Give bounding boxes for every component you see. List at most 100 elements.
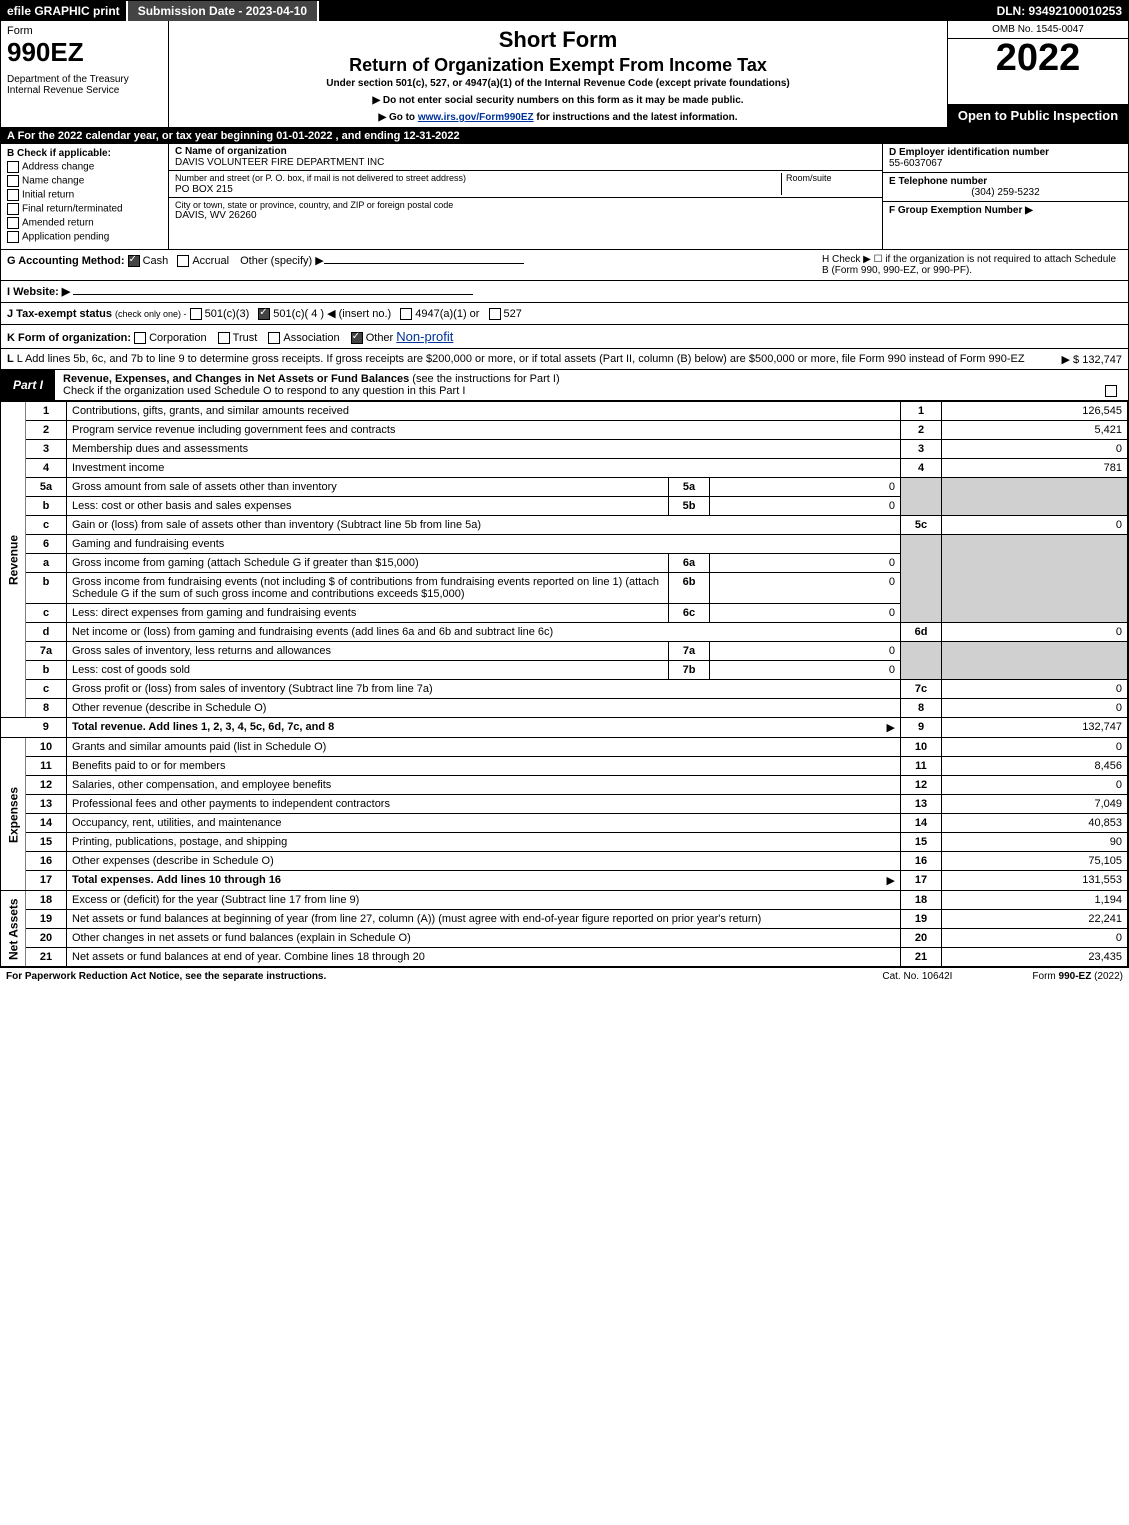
j-label: J Tax-exempt status [7,308,112,320]
city-label: City or town, state or province, country… [175,200,876,210]
line7c-amount: 0 [942,680,1128,699]
other-method-input[interactable] [324,263,524,264]
line6a-val: 0 [710,554,901,573]
row-h: H Check ▶ ☐ if the organization is not r… [822,254,1122,276]
side-expenses: Expenses [1,738,26,891]
header-left: Form 990EZ Department of the Treasury In… [1,21,169,127]
row-j: J Tax-exempt status (check only one) - 5… [1,303,1128,325]
subtitle: Under section 501(c), 527, or 4947(a)(1)… [175,78,941,89]
footer: For Paperwork Reduction Act Notice, see … [0,968,1129,985]
ein-label: D Employer identification number [889,147,1049,158]
line1-amount: 126,545 [942,402,1128,421]
row-gh: G Accounting Method: Cash Accrual Other … [1,250,1128,281]
chk-name-change[interactable]: Name change [7,175,162,187]
line7a-val: 0 [710,642,901,661]
chk-other-org[interactable] [351,332,363,344]
chk-amended-return[interactable]: Amended return [7,217,162,229]
submission-date: Submission Date - 2023-04-10 [126,1,319,21]
chk-accrual[interactable] [177,255,189,267]
chk-cash[interactable] [128,255,140,267]
l-text: L Add lines 5b, 6c, and 7b to line 9 to … [17,353,1025,365]
line15-amount: 90 [942,833,1128,852]
chk-schedule-o[interactable] [1105,385,1117,397]
line5a-val: 0 [710,478,901,497]
paperwork-notice: For Paperwork Reduction Act Notice, see … [6,971,326,982]
info-grid: B Check if applicable: Address change Na… [1,144,1128,250]
org-city-row: City or town, state or province, country… [169,198,882,223]
line16-amount: 75,105 [942,852,1128,871]
line10-amount: 0 [942,738,1128,757]
chk-501c3[interactable] [190,308,202,320]
website-input[interactable] [73,294,473,295]
org-name-label: C Name of organization [175,146,876,157]
chk-corp[interactable] [134,332,146,344]
side-netassets: Net Assets [1,891,26,967]
top-bar: efile GRAPHIC print Submission Date - 20… [1,1,1128,21]
col-b-title: B Check if applicable: [7,148,162,159]
org-name-row: C Name of organization DAVIS VOLUNTEER F… [169,144,882,171]
form-number: 990EZ [7,37,162,68]
cat-number: Cat. No. 10642I [882,971,952,982]
line21-amount: 23,435 [942,948,1128,967]
col-d: D Employer identification number 55-6037… [882,144,1128,249]
part1-label: Part I [1,375,55,395]
line5c-amount: 0 [942,516,1128,535]
line11-amount: 8,456 [942,757,1128,776]
side-revenue: Revenue [1,402,26,718]
form-reference: Form 990-EZ (2022) [1032,971,1123,982]
tel-label: E Telephone number [889,176,987,187]
chk-address-change[interactable]: Address change [7,161,162,173]
chk-assoc[interactable] [268,332,280,344]
chk-final-return[interactable]: Final return/terminated [7,203,162,215]
line4-amount: 781 [942,459,1128,478]
l-value: 132,747 [1082,354,1122,366]
dln-label: DLN: 93492100010253 [991,1,1128,21]
note-goto-post: for instructions and the latest informat… [534,112,738,123]
lines-table: Revenue 1 Contributions, gifts, grants, … [1,401,1128,967]
tel-row: E Telephone number (304) 259-5232 [883,173,1128,202]
line17-amount: 131,553 [942,871,1128,891]
part1-header: Part I Revenue, Expenses, and Changes in… [1,370,1128,401]
line19-amount: 22,241 [942,910,1128,929]
department-label: Department of the Treasury Internal Reve… [7,74,162,96]
line8-amount: 0 [942,699,1128,718]
chk-trust[interactable] [218,332,230,344]
group-label: F Group Exemption Number ▶ [889,205,1033,216]
col-c: C Name of organization DAVIS VOLUNTEER F… [169,144,882,249]
chk-527[interactable] [489,308,501,320]
line14-amount: 40,853 [942,814,1128,833]
k-label: K Form of organization: [7,332,131,344]
note-goto: ▶ Go to www.irs.gov/Form990EZ for instru… [175,112,941,123]
line3-amount: 0 [942,440,1128,459]
form-label: Form [7,25,162,37]
title-return: Return of Organization Exempt From Incom… [175,55,941,76]
chk-501c[interactable] [258,308,270,320]
row-k: K Form of organization: Corporation Trus… [1,325,1128,349]
addr-label: Number and street (or P. O. box, if mail… [175,173,466,183]
tax-year: 2022 [948,39,1128,104]
title-short-form: Short Form [175,27,941,53]
chk-application-pending[interactable]: Application pending [7,231,162,243]
chk-4947[interactable] [400,308,412,320]
room-label: Room/suite [786,173,832,183]
line1-desc: Contributions, gifts, grants, and simila… [67,402,901,421]
group-row: F Group Exemption Number ▶ [883,202,1128,219]
line6c-val: 0 [710,604,901,623]
other-org-value[interactable]: Non-profit [396,329,453,344]
org-city: DAVIS, WV 26260 [175,210,876,221]
header-center: Short Form Return of Organization Exempt… [169,21,947,127]
line20-amount: 0 [942,929,1128,948]
line9-amount: 132,747 [942,718,1128,738]
part1-title: Revenue, Expenses, and Changes in Net As… [55,370,1128,400]
row-l: L L Add lines 5b, 6c, and 7b to line 9 t… [1,349,1128,370]
g-label: G Accounting Method: [7,255,125,267]
form-container: efile GRAPHIC print Submission Date - 20… [0,0,1129,968]
col-b: B Check if applicable: Address change Na… [1,144,169,249]
open-to-public: Open to Public Inspection [948,104,1128,127]
chk-initial-return[interactable]: Initial return [7,189,162,201]
line6b-val: 0 [710,573,901,604]
org-addr-row: Number and street (or P. O. box, if mail… [169,171,882,198]
row-i: I Website: ▶ [1,281,1128,303]
org-name: DAVIS VOLUNTEER FIRE DEPARTMENT INC [175,157,876,168]
irs-link[interactable]: www.irs.gov/Form990EZ [418,112,534,123]
